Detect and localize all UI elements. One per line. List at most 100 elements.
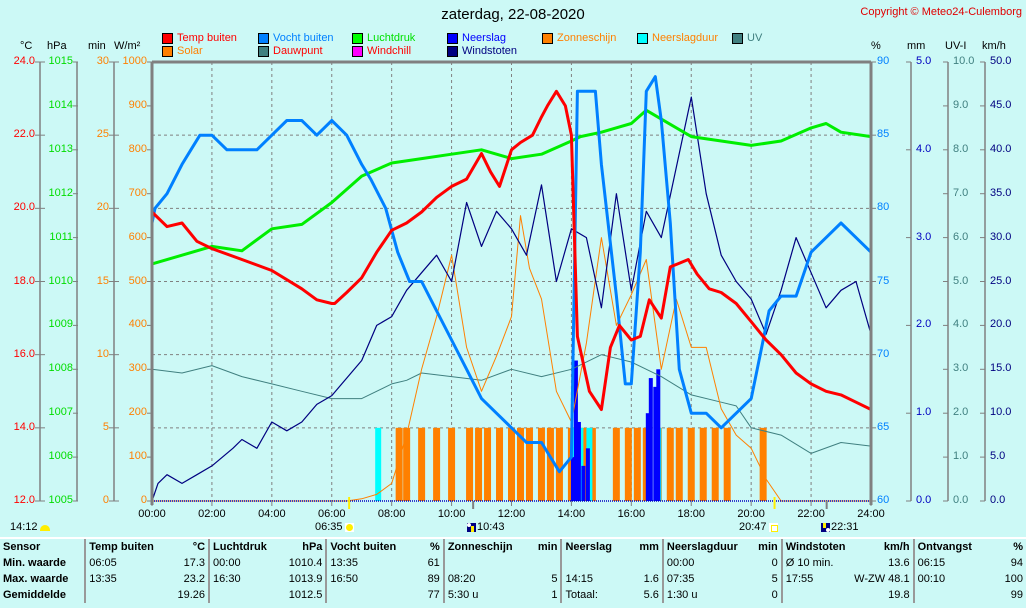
solar-axis-tick: 1000 bbox=[122, 55, 147, 67]
wind-axis-tick: 10.0 bbox=[990, 406, 1012, 419]
temp-axis-tick: 24.0 bbox=[13, 55, 35, 67]
header-humidity: Vocht buiten bbox=[325, 539, 400, 555]
bar-zonneschijn bbox=[555, 427, 563, 501]
x-axis-tick: 06:00 bbox=[317, 508, 346, 520]
legend-label: Temp buiten bbox=[177, 32, 237, 44]
cell-time: 13:35 bbox=[325, 555, 400, 571]
legend-item-dauwpunt: Dauwpunt bbox=[258, 45, 323, 57]
wind-axis-unit: km/h bbox=[982, 40, 1006, 52]
header-rain: Neerslag bbox=[560, 539, 621, 555]
bar-zonneschijn bbox=[496, 427, 504, 501]
humidity-axis-tick: 60 bbox=[877, 494, 890, 506]
x-axis-tick: 00:00 bbox=[138, 508, 166, 520]
legend-item-luchtdruk: Luchtdruk bbox=[352, 32, 415, 44]
pressure-axis-unit: hPa bbox=[47, 40, 67, 52]
header-wind-unit: km/h bbox=[883, 541, 910, 553]
cell-time: 16:30 bbox=[208, 571, 270, 587]
cell-time: 00:00 bbox=[208, 555, 270, 571]
legend-item-windchill: Windchill bbox=[352, 45, 411, 57]
cell-value: 77 bbox=[427, 589, 440, 601]
cell-value: 1013.9 bbox=[288, 573, 323, 585]
legend-label: Neerslagduur bbox=[652, 32, 719, 44]
legend-item-zonneschijn: Zonneschijn bbox=[542, 32, 616, 44]
x-axis-tick: 04:00 bbox=[258, 508, 286, 520]
legend-swatch bbox=[258, 45, 269, 57]
cell-time bbox=[208, 587, 270, 603]
cell-time: Totaal: bbox=[560, 587, 621, 603]
cell-value: 89 bbox=[427, 573, 440, 585]
bar-neerslag bbox=[648, 378, 653, 501]
row-label: Max. waarde bbox=[3, 573, 69, 585]
wind-axis-tick: 25.0 bbox=[990, 274, 1012, 287]
humidity-axis-tick: 80 bbox=[877, 201, 890, 214]
bar-zonneschijn bbox=[723, 427, 731, 501]
bar-neerslag bbox=[585, 448, 590, 501]
x-axis-tick: 16:00 bbox=[617, 508, 646, 520]
cell-value: 0 bbox=[771, 557, 778, 569]
stats-row-min: Min. waarde 06:05 17.3 00:00 1010.4 13:35 6… bbox=[0, 555, 1026, 571]
uv-axis-tick: 2.0 bbox=[953, 406, 969, 419]
uv-axis-tick: 7.0 bbox=[953, 186, 969, 199]
uv-axis-tick: 8.0 bbox=[953, 142, 969, 155]
cell-time bbox=[560, 555, 621, 571]
bar-zonneschijn bbox=[624, 427, 632, 501]
header-reception: Ontvangst bbox=[912, 539, 981, 555]
legend-swatch bbox=[352, 45, 363, 57]
stats-header-row: Sensor Temp buiten °C Luchtdruk hPa Voch… bbox=[0, 539, 1026, 555]
series-temp-buiten bbox=[150, 89, 872, 411]
solar-axis-unit: W/m² bbox=[114, 40, 141, 52]
cell-time: 00:00 bbox=[661, 555, 741, 571]
bar-zonneschijn bbox=[466, 427, 474, 501]
pressure-axis-tick: 1009 bbox=[48, 318, 73, 331]
bar-neerslag bbox=[573, 360, 578, 501]
bar-zonneschijn bbox=[475, 427, 483, 501]
cell-value: 13.6 bbox=[888, 557, 910, 569]
pressure-axis-tick: 1005 bbox=[48, 494, 73, 506]
bar-zonneschijn bbox=[418, 427, 426, 501]
cell-time: 16:50 bbox=[325, 571, 400, 587]
minutes-axis-tick: 15 bbox=[96, 274, 109, 287]
cell-time: 1:30 u bbox=[661, 587, 741, 603]
legend-swatch bbox=[732, 32, 743, 44]
pressure-axis-tick: 1012 bbox=[48, 186, 73, 199]
series-windstoten bbox=[151, 96, 872, 502]
stats-row-max: Max. waarde 13:35 23.2 16:30 1013.9 16:50 8… bbox=[0, 571, 1026, 587]
legend-label: Solar bbox=[177, 45, 203, 57]
table-divider bbox=[0, 537, 1026, 539]
pressure-axis-tick: 1014 bbox=[48, 98, 73, 111]
temp-axis-unit: °C bbox=[20, 40, 33, 52]
cell-value: 1012.5 bbox=[288, 589, 323, 601]
weather-chart bbox=[35, 60, 986, 509]
current-time-marker: 14:12 bbox=[10, 521, 50, 533]
cell-time: Ø 10 min. bbox=[780, 555, 852, 571]
legend-item-neerslagduur: Neerslagduur bbox=[637, 32, 718, 44]
minutes-axis-tick: 5 bbox=[102, 420, 109, 433]
minutes-axis-tick: 25 bbox=[96, 128, 109, 141]
sunset-marker: 20:47 bbox=[739, 521, 778, 533]
cell-time: 17:55 bbox=[780, 571, 852, 587]
legend-label: Zonneschijn bbox=[557, 32, 617, 44]
pressure-axis-tick: 1006 bbox=[48, 450, 73, 463]
bar-neerslag bbox=[581, 465, 586, 501]
uv-axis-unit: UV-I bbox=[945, 40, 967, 52]
series-dauwpunt bbox=[151, 354, 872, 454]
uv-axis-tick: 10.0 bbox=[953, 55, 975, 67]
header-reception-unit: % bbox=[1013, 541, 1023, 553]
humidity-axis-tick: 70 bbox=[877, 347, 890, 360]
solar-axis-tick: 600 bbox=[128, 230, 147, 243]
cell-value: 100 bbox=[1004, 573, 1023, 585]
solar-axis-tick: 200 bbox=[128, 406, 147, 419]
humidity-axis-tick: 85 bbox=[877, 128, 890, 141]
legend-item-temp-buiten: Temp buiten bbox=[162, 32, 237, 44]
moonset-marker: 10:43 bbox=[467, 521, 505, 533]
legend-item-windstoten: Windstoten bbox=[447, 45, 517, 57]
solar-axis-tick: 800 bbox=[128, 142, 147, 155]
legend-item-uv: UV bbox=[732, 32, 762, 44]
header-rain-duration: Neerslagduur bbox=[661, 539, 741, 555]
uv-axis-tick: 1.0 bbox=[953, 450, 969, 463]
bar-neerslag bbox=[570, 457, 575, 501]
sunset-time: 20:47 bbox=[739, 521, 767, 533]
rain-axis-tick: 5.0 bbox=[916, 55, 932, 67]
rain-axis-tick: 2.0 bbox=[916, 318, 932, 331]
temp-axis-tick: 22.0 bbox=[13, 128, 35, 141]
